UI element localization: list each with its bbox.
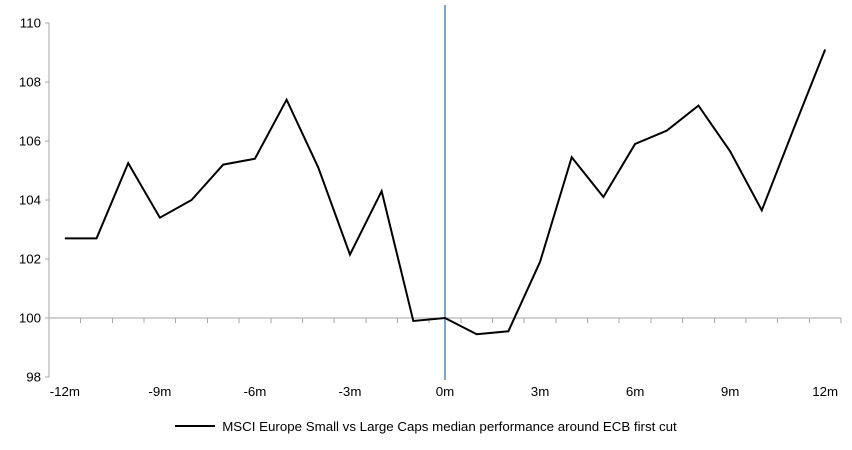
x-tick-label: 3m — [531, 384, 549, 399]
legend-line-sample — [175, 425, 216, 427]
y-tick-label: 106 — [19, 134, 41, 149]
x-tick-label: 12m — [812, 384, 838, 399]
series-line-msci — [64, 49, 827, 336]
x-tick-label: 6m — [626, 384, 644, 399]
y-tick-label: 108 — [19, 75, 41, 90]
y-tick-label: 102 — [19, 252, 41, 267]
y-tick-label: 98 — [26, 370, 41, 385]
legend: MSCI Europe Small vs Large Caps median p… — [0, 417, 852, 435]
y-tick-label: 110 — [20, 16, 41, 31]
x-tick-label: -12m — [50, 384, 80, 399]
x-tick-label: -6m — [243, 384, 266, 399]
x-tick-label: 9m — [721, 384, 739, 399]
x-tick-label: 0m — [436, 384, 454, 399]
y-tick-label: 104 — [19, 193, 41, 208]
x-tick-label: -3m — [339, 384, 362, 399]
x-tick-label: -9m — [148, 384, 171, 399]
legend-label: MSCI Europe Small vs Large Caps median p… — [222, 418, 677, 434]
y-tick-label: 100 — [19, 311, 41, 326]
